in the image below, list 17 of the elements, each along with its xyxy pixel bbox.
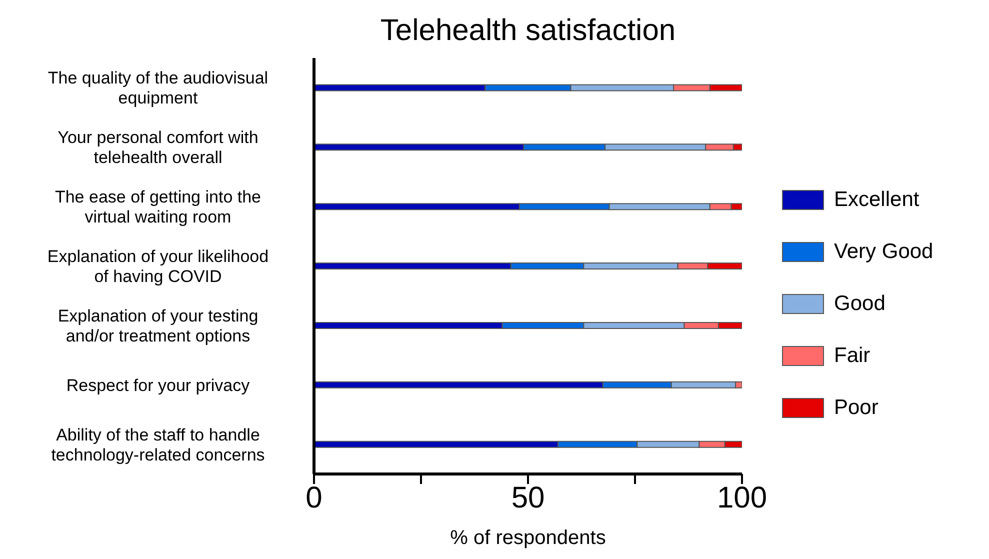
chart-title: Telehealth satisfaction <box>379 13 677 49</box>
y-tick-label: The quality of the audiovisual equipment <box>48 68 268 108</box>
y-tick-label: Respect for your privacy <box>66 375 250 394</box>
legend-label: Good <box>834 292 886 316</box>
x-tick-label: 100 <box>716 481 768 514</box>
y-tick-label: Explanation of your likelihood of having COVID <box>47 246 269 286</box>
x-tick-label: 0 <box>306 481 322 514</box>
legend-label: Fair <box>834 344 870 368</box>
y-tick-label: Explanation of your testing and/or treatment options <box>58 306 258 345</box>
y-tick-label: Ability of the staff to handle technology-related concerns <box>51 424 265 464</box>
legend-label: Very Good <box>834 240 934 264</box>
x-tick-label: 50 <box>511 481 545 514</box>
y-tick-label: The ease of getting into the virtual waiting room <box>54 187 262 226</box>
legend-label: Excellent <box>834 188 920 212</box>
y-tick-label: Your personal comfort with telehealth overall <box>58 128 258 167</box>
x-axis-title: % of respondents <box>450 527 606 549</box>
legend-label: Poor <box>834 396 878 420</box>
